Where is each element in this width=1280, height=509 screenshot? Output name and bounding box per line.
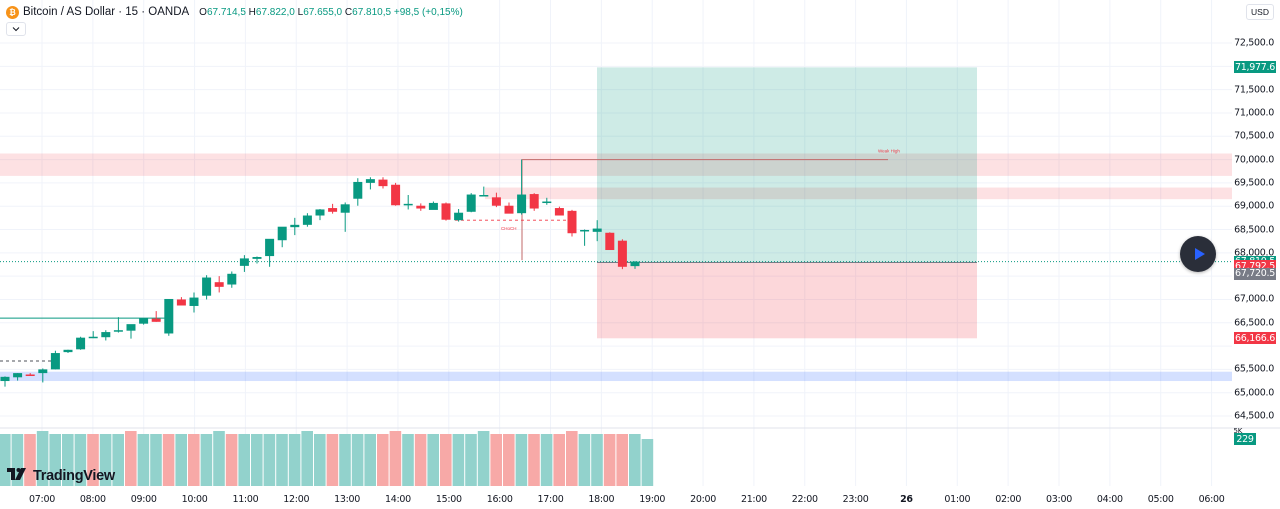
low-value: 67.655,0 — [303, 6, 343, 18]
volume-scale-label: 5K — [1233, 427, 1243, 435]
time-axis-label: 17:00 — [537, 494, 564, 505]
price-axis[interactable]: USD 72,500.0 71,500.0 71,000.0 70,500.0 70,0… — [1230, 0, 1280, 486]
currency-button[interactable]: USD — [1246, 4, 1274, 20]
legend-collapse-button[interactable] — [6, 22, 26, 36]
time-axis-label: 04:00 — [1096, 494, 1123, 505]
time-axis-label: 19:00 — [639, 494, 666, 505]
tradingview-logo[interactable]: TradingView — [7, 467, 115, 484]
tradingview-wordmark: TradingView — [33, 467, 115, 484]
price-tag: 71,977.6 — [1234, 61, 1276, 74]
ohlc-values: O67.714,5 H67.822,0 L67.655,0 C67.810,5 … — [199, 6, 463, 18]
price-axis-label: 67,000.0 — [1234, 293, 1274, 305]
tradingview-mark-icon — [7, 467, 29, 484]
svg-text:CHoCH: CHoCH — [501, 226, 517, 231]
time-axis-label: 23:00 — [842, 494, 869, 505]
time-axis-label: 20:00 — [690, 494, 716, 505]
high-value: 67.822,0 — [255, 6, 295, 18]
price-axis-label: 71,000.0 — [1234, 107, 1274, 119]
change-value: +98,5 (+0,15%) — [393, 6, 463, 18]
time-axis-label: 06:00 — [1198, 494, 1225, 505]
time-axis-label: 10:00 — [181, 494, 208, 505]
time-axis-label: 03:00 — [1046, 494, 1072, 505]
time-axis-label: 12:00 — [283, 494, 310, 505]
price-axis-label: 68,000.0 — [1234, 247, 1274, 259]
time-axis-label: 07:00 — [29, 494, 55, 505]
price-axis-label: 65,000.0 — [1234, 387, 1274, 399]
price-axis-label: 68,500.0 — [1234, 224, 1274, 235]
time-axis-label: 26 — [900, 494, 913, 505]
time-axis-label: 13:00 — [334, 494, 361, 505]
time-axis-label: 15:00 — [435, 494, 462, 505]
price-axis-label: 64,500.0 — [1234, 410, 1274, 422]
bitcoin-icon: ₿ — [6, 5, 19, 19]
close-value: 67.810,5 — [352, 6, 392, 18]
symbol-title[interactable]: Bitcoin / AS Dollar · 15 · OANDA — [23, 6, 190, 18]
time-axis-label: 18:00 — [588, 494, 615, 505]
time-axis-label: 14:00 — [384, 494, 411, 505]
price-axis-label: 69,000.0 — [1234, 200, 1274, 212]
chevron-down-icon — [12, 27, 20, 32]
open-value: 67.714,5 — [206, 6, 246, 18]
time-axis-label: 09:00 — [130, 494, 157, 505]
time-axis-label: 08:00 — [79, 494, 106, 505]
price-axis-label: 70,000.0 — [1234, 154, 1274, 166]
price-axis-label: 71,500.0 — [1234, 84, 1274, 96]
price-axis-label: 72,500.0 — [1234, 37, 1274, 49]
replay-play-button[interactable] — [1180, 236, 1216, 272]
price-tag: 66,166.6 — [1234, 332, 1276, 345]
time-axis-label: 05:00 — [1147, 494, 1174, 505]
volume-tag: 229 — [1234, 433, 1256, 445]
price-axis-label: 70,500.0 — [1234, 130, 1274, 142]
svg-text:Weak High: Weak High — [878, 149, 900, 154]
time-axis-label: 01:00 — [944, 494, 971, 505]
time-axis-label: 11:00 — [232, 494, 259, 505]
symbol-legend: ₿ Bitcoin / AS Dollar · 15 · OANDA O67.7… — [6, 4, 463, 20]
time-axis-label: 02:00 — [995, 494, 1022, 505]
play-icon — [1194, 248, 1205, 260]
price-axis-label: 65,500.0 — [1234, 363, 1274, 375]
price-tag: 67,720.5 — [1234, 267, 1276, 280]
price-axis-label: 66,500.0 — [1234, 317, 1274, 329]
time-axis-label: 16:00 — [486, 494, 513, 505]
time-axis-label: 21:00 — [740, 494, 767, 505]
price-axis-label: 69,500.0 — [1234, 177, 1274, 189]
time-axis-label: 22:00 — [791, 494, 818, 505]
